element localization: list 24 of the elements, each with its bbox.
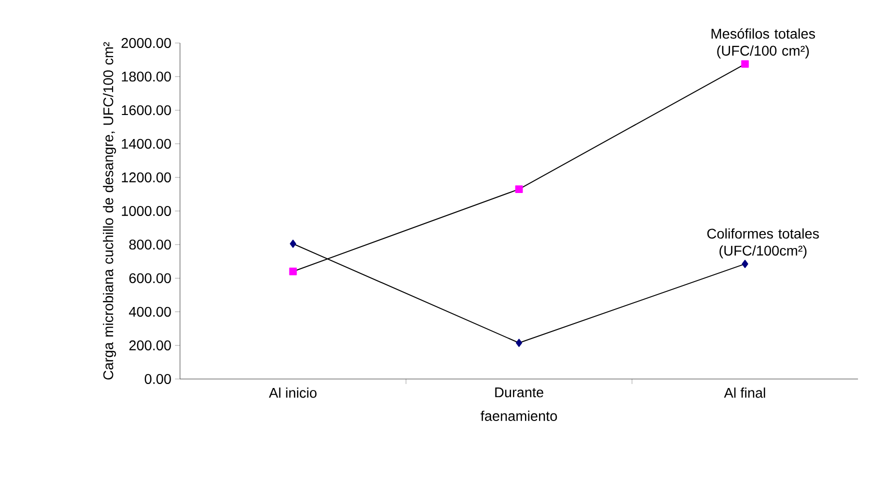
y-axis-title: Carga microbiana cuchillo de desangre, UFC/100 cm² <box>102 42 116 380</box>
y-tick-label: 800.00 <box>129 240 171 250</box>
y-tick-label: 1200.00 <box>122 172 171 182</box>
y-tick-label: 1800.00 <box>122 72 171 82</box>
y-tick-label: 600.00 <box>129 273 171 284</box>
y-tick-label: 400.00 <box>128 306 171 317</box>
y-tick-label: 0.00 <box>144 374 171 384</box>
x-tick-label: Durante <box>495 388 544 398</box>
y-tick-label: 1000.00 <box>122 206 171 216</box>
y-tick-label: 1600.00 <box>122 105 171 116</box>
point <box>515 185 523 193</box>
y-tick-label: 200.00 <box>129 340 171 350</box>
y-tick-label: 1400.00 <box>122 138 171 149</box>
x-tick-label: Al final <box>724 388 766 398</box>
point <box>289 268 297 276</box>
x-axis-title: faenamiento <box>480 410 557 421</box>
point <box>516 338 522 347</box>
x-tick-label: Al inicio <box>268 388 317 398</box>
point <box>741 60 749 68</box>
series-label: Coliformes totales (UFC/100cm²) <box>707 228 819 258</box>
y-tick-label: 2000.00 <box>122 38 171 48</box>
series-label: Mesófilos totales (UFC/100 cm²) <box>712 28 816 58</box>
point <box>742 260 748 268</box>
point <box>290 240 296 248</box>
